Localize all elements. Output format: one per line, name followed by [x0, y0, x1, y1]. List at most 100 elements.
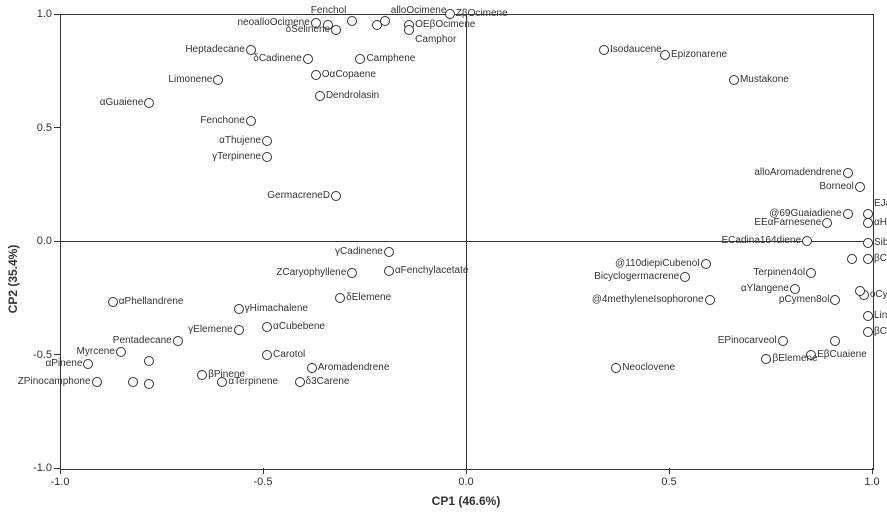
data-point-label: ZCaryophyllene — [276, 268, 346, 278]
data-point — [311, 70, 321, 80]
data-point-label: αYlangene — [741, 284, 789, 294]
data-point — [611, 363, 621, 373]
data-point — [144, 98, 154, 108]
data-point — [843, 168, 853, 178]
y-tick-label: -1.0 — [33, 462, 52, 474]
x-tick — [872, 468, 873, 474]
data-point — [380, 16, 390, 26]
data-point-label: αHumulene — [874, 218, 887, 228]
data-point-label: pCymen8ol — [779, 295, 830, 305]
data-point-label: Aromadendrene — [318, 363, 390, 373]
data-point — [863, 254, 873, 264]
data-point-label: Limonene — [168, 75, 212, 85]
x-tick — [466, 468, 467, 474]
x-tick — [60, 468, 61, 474]
data-point — [303, 54, 313, 64]
data-point — [234, 325, 244, 335]
data-point — [331, 25, 341, 35]
data-point-label: Heptadecane — [185, 45, 245, 55]
x-tick-label: 1.0 — [864, 476, 879, 488]
data-point-label: αCubebene — [273, 322, 325, 332]
data-point-label: αPhellandrene — [119, 297, 184, 307]
data-point — [790, 284, 800, 294]
data-point-label: βCubebene — [874, 327, 887, 337]
data-point — [92, 377, 102, 387]
data-point-label: αPinene — [45, 359, 82, 369]
data-point-label: EPinocarveol — [718, 336, 777, 346]
data-point-label: Linalool — [874, 311, 887, 321]
x-tick — [263, 468, 264, 474]
data-point-label: Camphor — [415, 35, 456, 45]
data-point-label: alloOcimene — [391, 6, 447, 16]
data-point — [217, 377, 227, 387]
data-point — [197, 370, 207, 380]
data-point-label: Neoclovene — [622, 363, 675, 373]
data-point — [863, 238, 873, 248]
data-point — [355, 54, 365, 64]
data-point-label: δCadinene — [253, 54, 301, 64]
data-point-label: OEβOcimene — [415, 20, 475, 30]
data-point-label: Carotol — [273, 350, 305, 360]
data-point — [806, 268, 816, 278]
data-point-label: βCopaene — [874, 254, 887, 264]
data-point — [262, 350, 272, 360]
data-point — [404, 25, 414, 35]
data-point-label: βElemene — [772, 354, 817, 364]
data-point-label: Terpinen4ol — [753, 268, 805, 278]
data-point-label: alloAromadendrene — [754, 168, 841, 178]
data-point-label: Fenchol — [311, 6, 347, 16]
data-point-label: Pentadecane — [113, 336, 172, 346]
y-tick — [54, 241, 60, 242]
y-tick — [54, 127, 60, 128]
data-point — [347, 268, 357, 278]
data-point-label: EJasmolactone — [874, 199, 887, 209]
data-point-label: OαCopaene — [322, 70, 376, 80]
data-point-label: GermacreneD — [267, 191, 330, 201]
data-point — [384, 266, 394, 276]
data-point-label: Fenchone — [200, 116, 244, 126]
data-point — [144, 356, 154, 366]
data-point — [705, 295, 715, 305]
data-point-label: γElemene — [188, 325, 232, 335]
x-tick-label: -0.5 — [254, 476, 273, 488]
data-point-label: αTerpinene — [228, 377, 278, 387]
data-point-label: Dendrolasin — [326, 91, 379, 101]
data-point-label: γCadinene — [335, 247, 383, 257]
data-point-label: ECadina164diene — [722, 236, 802, 246]
data-point-label: αThujene — [219, 136, 261, 146]
data-point — [262, 136, 272, 146]
data-point — [855, 182, 865, 192]
data-point — [331, 191, 341, 201]
data-point — [307, 363, 317, 373]
x-tick-label: -1.0 — [51, 476, 70, 488]
data-point — [445, 9, 455, 19]
data-point — [116, 347, 126, 357]
data-point-label: Bicyclogermacrene — [594, 272, 679, 282]
data-point — [213, 75, 223, 85]
data-point — [701, 259, 711, 269]
pca-scatter-chart: -1.0-0.50.00.51.0-1.0-0.50.00.51.0neoall… — [0, 0, 887, 516]
data-point — [295, 377, 305, 387]
data-point — [108, 297, 118, 307]
x-tick-label: 0.5 — [661, 476, 676, 488]
y-axis-label: CP2 (35.4%) — [6, 245, 20, 314]
data-point-label: Myrcene — [77, 347, 115, 357]
data-point — [144, 379, 154, 389]
data-point-label: Camphene — [366, 54, 415, 64]
x-axis-label: CP1 (46.6%) — [432, 494, 501, 508]
data-point — [855, 286, 865, 296]
data-point — [660, 50, 670, 60]
data-point — [347, 16, 357, 26]
data-point — [830, 336, 840, 346]
data-point — [847, 254, 857, 264]
data-point — [863, 218, 873, 228]
data-point-label: ZβOcimene — [456, 9, 508, 19]
data-point — [830, 295, 840, 305]
data-point-label: EβCuaiene — [817, 350, 867, 360]
data-point — [778, 336, 788, 346]
data-point — [173, 336, 183, 346]
data-point-label: αFenchylacetate — [395, 266, 469, 276]
data-point — [863, 311, 873, 321]
data-point — [83, 359, 93, 369]
data-point-label: Isodaucene — [610, 45, 662, 55]
